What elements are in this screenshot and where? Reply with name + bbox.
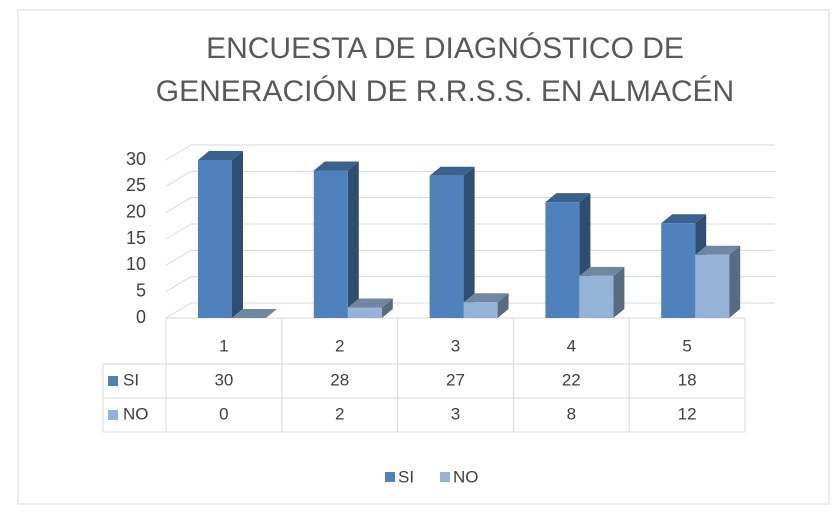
table-value: 28 xyxy=(330,370,349,389)
bar-top xyxy=(429,166,475,176)
bar-top xyxy=(545,193,591,203)
bar-side xyxy=(729,245,741,318)
legend-label: SI xyxy=(398,467,414,486)
table-value: 27 xyxy=(446,370,465,389)
bar-front xyxy=(347,307,382,318)
bar-top xyxy=(232,309,277,318)
bar-top xyxy=(695,245,741,255)
bar-top xyxy=(313,161,359,171)
table-series-name: SI xyxy=(123,370,139,389)
bar xyxy=(579,266,625,318)
y-tick-label: 25 xyxy=(126,175,146,195)
x-tick-label: 2 xyxy=(335,336,344,355)
bar-side xyxy=(613,266,625,318)
y-tick-label: 10 xyxy=(126,254,146,274)
table-value: 2 xyxy=(335,404,344,423)
table-value: 30 xyxy=(214,370,233,389)
table-value: 22 xyxy=(562,370,581,389)
x-tick-label: 5 xyxy=(682,336,691,355)
table-legend-key xyxy=(108,376,118,386)
table-legend-key xyxy=(108,410,118,420)
bar xyxy=(198,151,243,318)
bar-side xyxy=(232,151,243,318)
bar-top xyxy=(347,298,393,308)
bar-front xyxy=(695,254,730,318)
y-tick-label: 5 xyxy=(136,280,146,300)
bar-front xyxy=(313,170,348,318)
bar-side xyxy=(497,293,509,318)
x-tick-label: 3 xyxy=(451,336,460,355)
bar-side xyxy=(463,166,475,318)
bar-front xyxy=(579,275,614,318)
y-tick-label: 20 xyxy=(126,201,146,221)
bar-top xyxy=(661,214,707,224)
table-value: 8 xyxy=(567,404,576,423)
bar xyxy=(695,245,741,318)
bar-top xyxy=(198,151,243,160)
bar-front xyxy=(198,160,232,318)
y-tick-label: 30 xyxy=(126,149,146,169)
bar-front xyxy=(463,302,498,318)
bar xyxy=(463,293,509,318)
bar-front xyxy=(545,202,580,318)
grid-line xyxy=(165,170,775,187)
x-tick-label: 1 xyxy=(219,336,228,355)
legend-key xyxy=(385,472,395,482)
chart-title: GENERACIÓN DE R.R.S.S. EN ALMACÉN xyxy=(156,75,734,108)
bar-top xyxy=(463,293,509,303)
table-value: 18 xyxy=(678,370,697,389)
legend-key xyxy=(440,472,450,482)
bar xyxy=(347,298,393,318)
bar xyxy=(232,309,277,318)
grid-line xyxy=(165,144,775,161)
legend-label: NO xyxy=(453,467,479,486)
chart-title: ENCUESTA DE DIAGNÓSTICO DE xyxy=(206,32,684,65)
bar-side xyxy=(347,161,359,318)
bar-side xyxy=(381,298,393,318)
table-value: 3 xyxy=(451,404,460,423)
x-tick-label: 4 xyxy=(567,336,576,355)
table-value: 0 xyxy=(219,404,228,423)
bar xyxy=(429,166,475,318)
table-value: 12 xyxy=(678,404,697,423)
bar-front xyxy=(661,223,696,318)
bar xyxy=(313,161,359,318)
bar-top xyxy=(579,266,625,276)
y-tick-label: 15 xyxy=(126,228,146,248)
bar-front xyxy=(429,175,464,318)
table-series-name: NO xyxy=(123,404,149,423)
y-tick-label: 0 xyxy=(136,307,146,327)
